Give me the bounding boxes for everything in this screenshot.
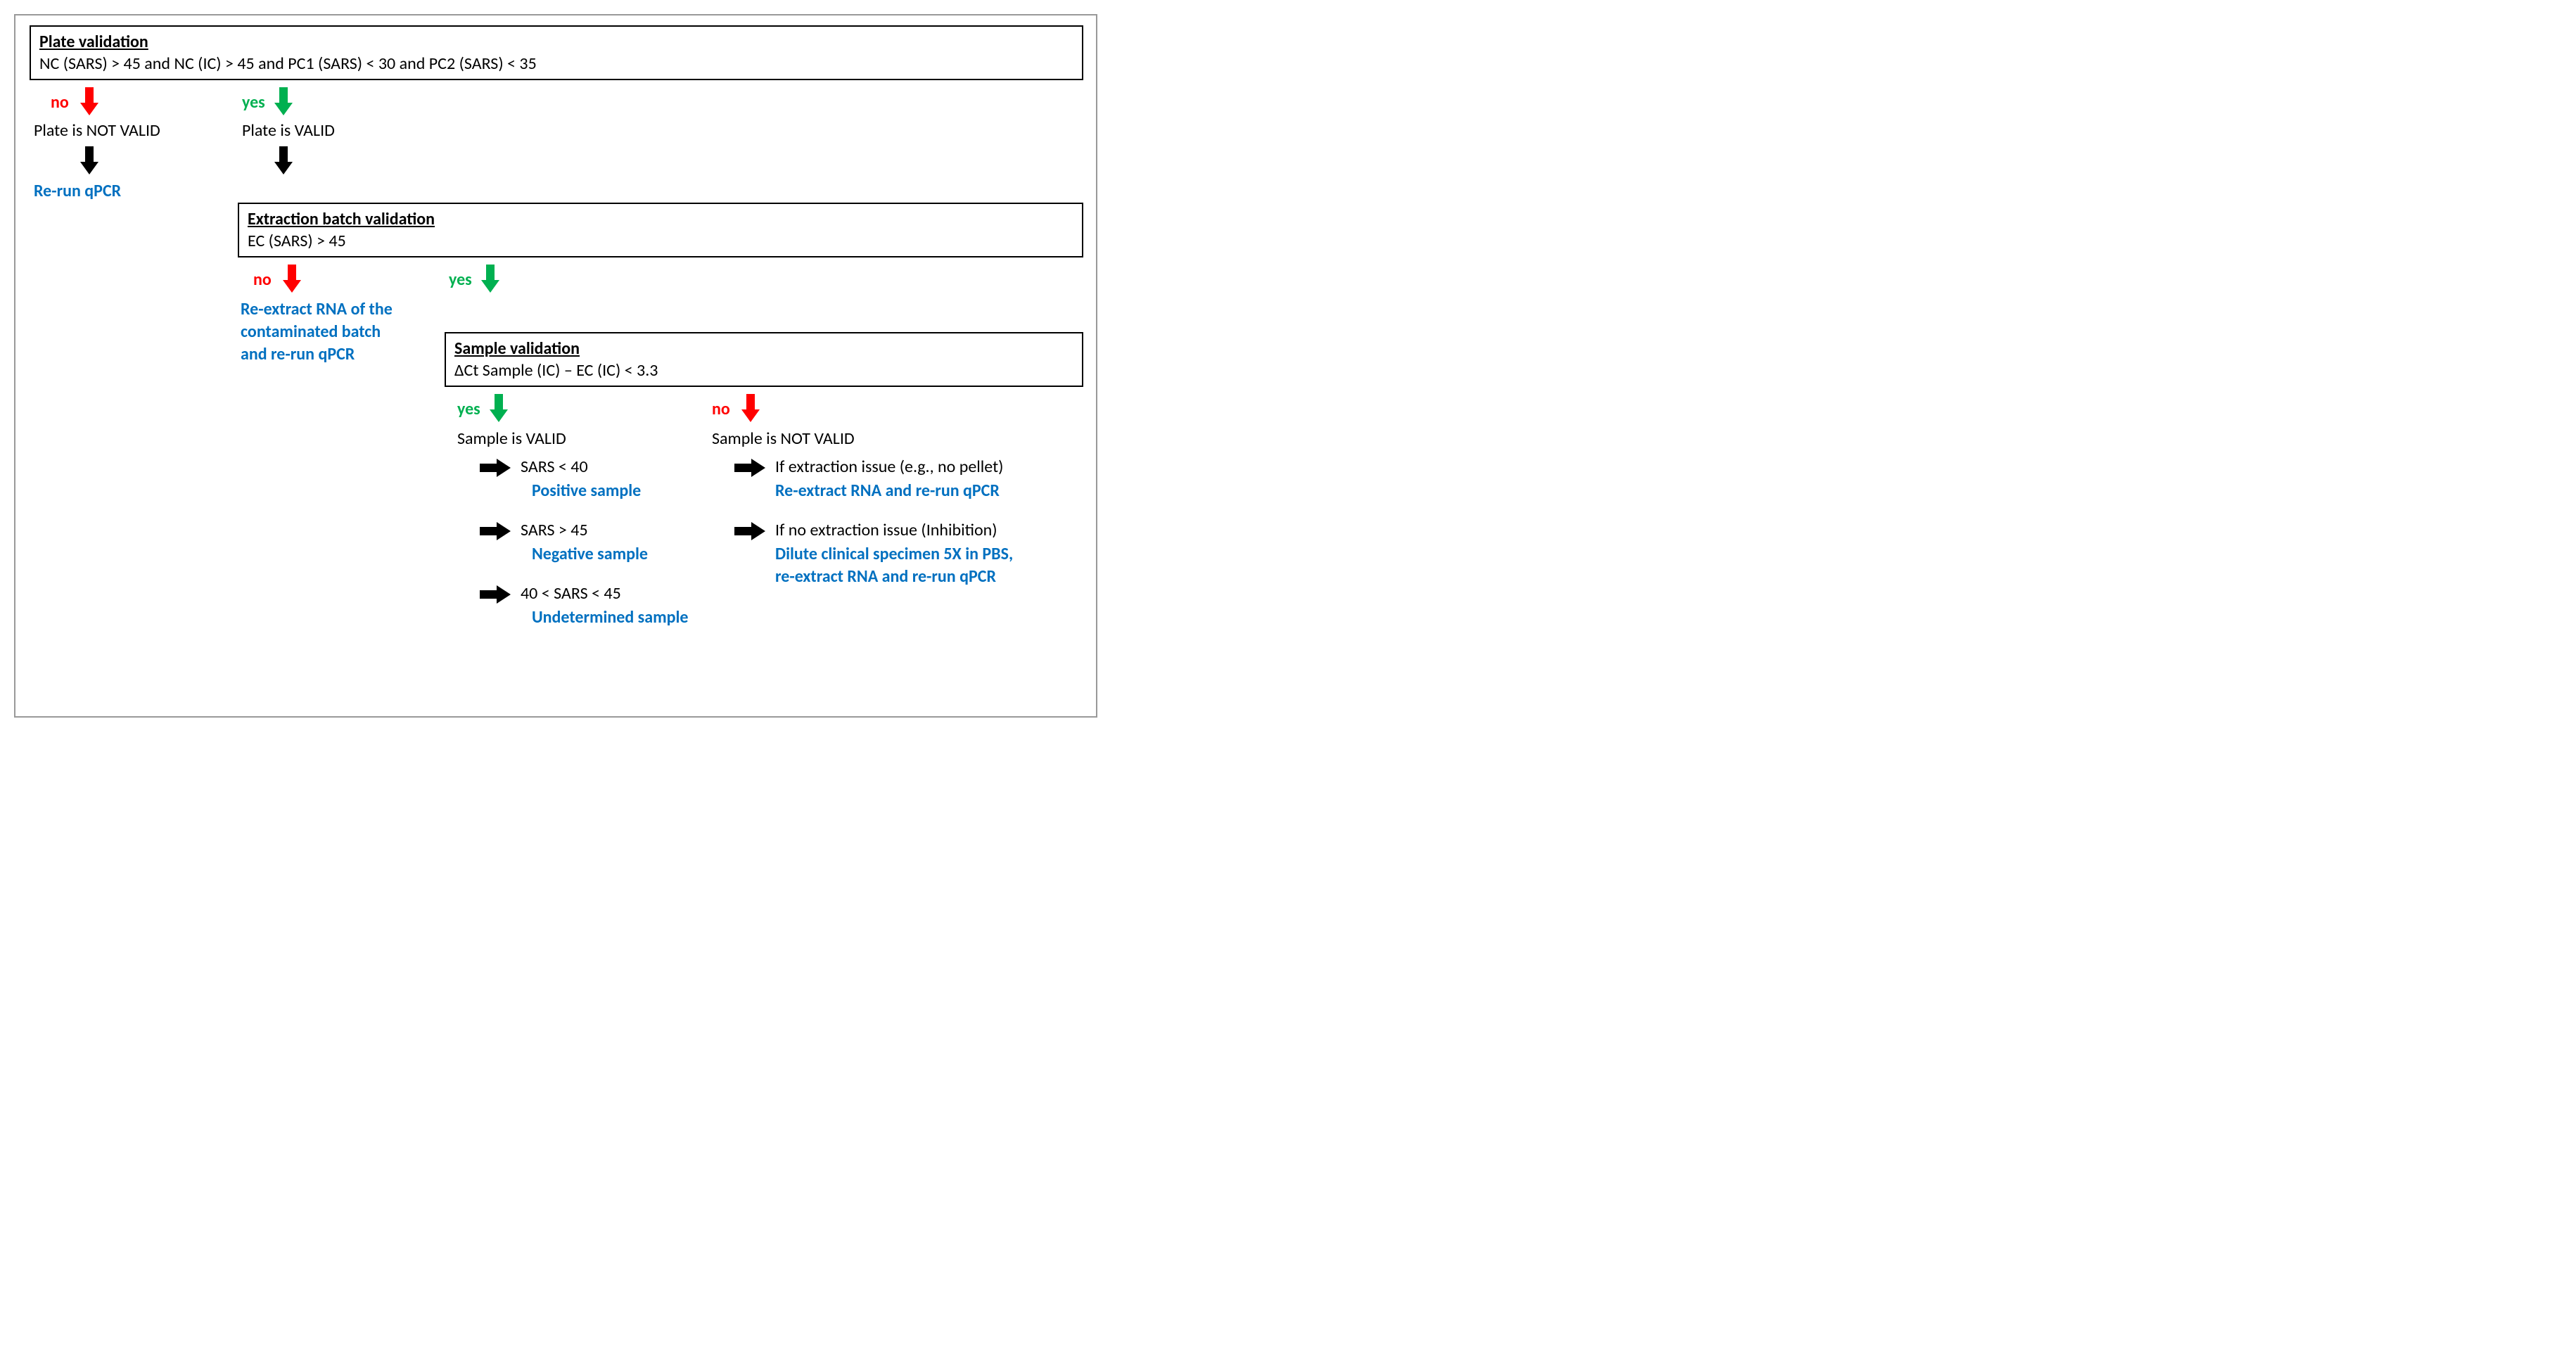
- extraction-no-label: no: [253, 269, 272, 291]
- reextract-action-l1: Re-extract RNA of the: [241, 298, 393, 320]
- extraction-title: Extraction batch validation: [248, 208, 1073, 230]
- no-outcome-cond-2: If no extraction issue (Inhibition): [775, 519, 997, 541]
- plate-no-label: no: [51, 91, 69, 113]
- sample-condition: ΔCt Sample (IC) – EC (IC) < 3.3: [454, 359, 1073, 381]
- arrow-right-black-icon: [734, 522, 765, 540]
- box-sample-validation: Sample validation ΔCt Sample (IC) – EC (…: [445, 332, 1083, 387]
- outcome-res-2: Negative sample: [532, 543, 648, 565]
- arrow-down-black-icon: [80, 146, 98, 174]
- reextract-action-l2: contaminated batch: [241, 321, 381, 343]
- plate-title: Plate validation: [39, 31, 1073, 53]
- reextract-action-l3: and re-run qPCR: [241, 343, 355, 365]
- arrow-down-black-icon: [274, 146, 293, 174]
- arrow-right-black-icon: [480, 585, 511, 604]
- no-outcome-res-1: Re-extract RNA and re-run qPCR: [775, 480, 1000, 502]
- no-outcome-cond-1: If extraction issue (e.g., no pellet): [775, 456, 1003, 478]
- outcome-res-1: Positive sample: [532, 480, 641, 502]
- no-outcome-res-2a: Dilute clinical specimen 5X in PBS,: [775, 543, 1013, 565]
- sample-valid: Sample is VALID: [457, 428, 566, 450]
- extraction-condition: EC (SARS) > 45: [248, 230, 1073, 252]
- arrow-down-green-icon: [490, 394, 508, 422]
- flowchart-diagram: Plate validation NC (SARS) > 45 and NC (…: [14, 14, 1097, 718]
- plate-condition: NC (SARS) > 45 and NC (IC) > 45 and PC1 …: [39, 53, 1073, 75]
- plate-not-valid: Plate is NOT VALID: [34, 120, 160, 141]
- plate-yes-label: yes: [242, 91, 265, 113]
- outcome-cond-3: 40 < SARS < 45: [521, 583, 621, 604]
- plate-valid: Plate is VALID: [242, 120, 335, 141]
- outcome-res-3: Undetermined sample: [532, 606, 688, 628]
- sample-no-label: no: [712, 398, 730, 420]
- arrow-right-black-icon: [480, 522, 511, 540]
- arrow-down-red-icon: [80, 87, 98, 115]
- outcome-cond-2: SARS > 45: [521, 519, 588, 541]
- box-extraction-validation: Extraction batch validation EC (SARS) > …: [238, 203, 1083, 257]
- sample-yes-label: yes: [457, 398, 480, 420]
- rerun-qpcr-action: Re-run qPCR: [34, 180, 121, 202]
- arrow-right-black-icon: [734, 459, 765, 477]
- box-plate-validation: Plate validation NC (SARS) > 45 and NC (…: [30, 25, 1083, 80]
- arrow-down-green-icon: [274, 87, 293, 115]
- sample-title: Sample validation: [454, 338, 1073, 359]
- sample-not-valid: Sample is NOT VALID: [712, 428, 855, 450]
- arrow-right-black-icon: [480, 459, 511, 477]
- extraction-yes-label: yes: [449, 269, 472, 291]
- arrow-down-green-icon: [481, 265, 499, 293]
- arrow-down-red-icon: [283, 265, 301, 293]
- arrow-down-red-icon: [741, 394, 760, 422]
- outcome-cond-1: SARS < 40: [521, 456, 588, 478]
- no-outcome-res-2b: re-extract RNA and re-run qPCR: [775, 566, 996, 587]
